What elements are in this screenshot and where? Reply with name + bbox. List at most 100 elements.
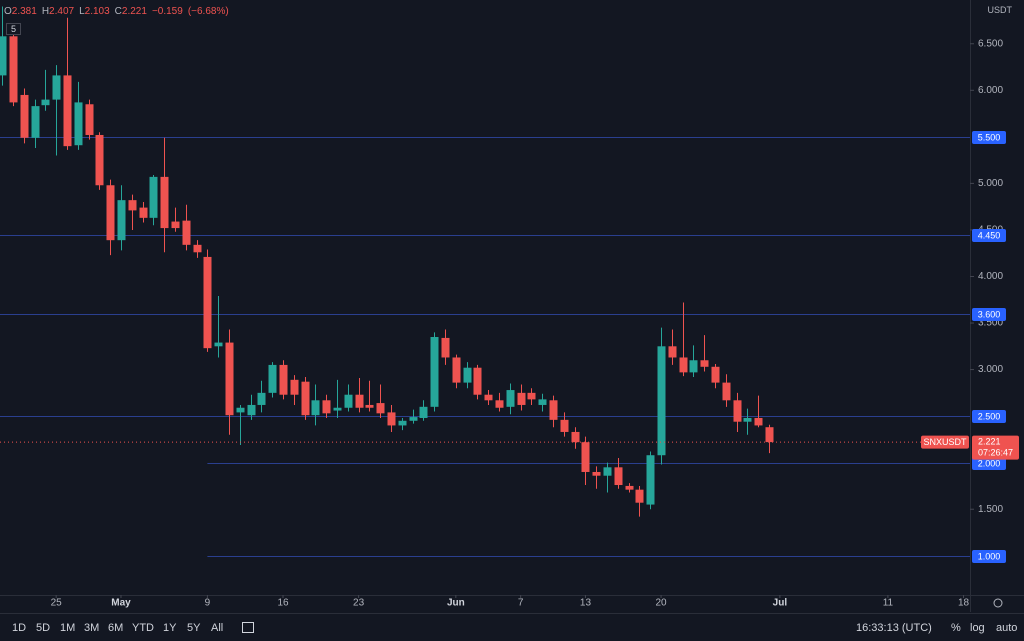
candle-body: [657, 346, 666, 456]
axis-option[interactable]: auto: [996, 622, 1018, 634]
candle-body: [0, 36, 7, 76]
range-button[interactable]: 1M: [60, 622, 76, 634]
candle-body: [85, 104, 94, 135]
x-tick-label: 7: [518, 598, 524, 609]
candle-body: [52, 75, 61, 100]
candle-body: [538, 399, 547, 405]
candle-body: [290, 379, 299, 395]
y-tick-label: 1.500: [978, 504, 1003, 515]
x-tick-label: 25: [51, 598, 63, 609]
candle-body: [473, 367, 482, 395]
candle-body: [646, 455, 655, 505]
candle-body: [301, 381, 310, 416]
candle-body: [128, 200, 137, 211]
x-tick-label: 18: [958, 598, 970, 609]
change-pct: (−6.68%): [187, 6, 229, 17]
settings-icon: [993, 598, 1003, 608]
candle-body: [614, 467, 623, 486]
axis-option[interactable]: %: [951, 622, 961, 634]
y-tick-label: 3.000: [978, 364, 1003, 375]
currency-selector[interactable]: USDT: [987, 5, 1013, 15]
range-button[interactable]: YTD: [132, 622, 154, 634]
clock: 16:33:13 (UTC): [856, 622, 932, 634]
x-tick-label: 20: [656, 598, 668, 609]
ohlc-key: C: [114, 6, 122, 17]
y-tick-label: 3.500: [978, 318, 1003, 329]
candle-body: [560, 419, 569, 432]
x-tick-label: 11: [883, 598, 894, 609]
candle-body: [441, 337, 450, 358]
candle-body: [495, 400, 504, 408]
candle-body: [517, 392, 526, 405]
candle-body: [355, 394, 364, 408]
candle-body: [463, 367, 472, 383]
ohlc-key: L: [79, 6, 85, 17]
level-badge: [972, 229, 1006, 242]
symbol-badge: [921, 435, 969, 449]
candle-body: [117, 200, 126, 241]
level-badge: [972, 457, 1006, 470]
candle-body: [571, 431, 580, 443]
candle-body: [193, 244, 202, 253]
level-badge: [972, 131, 1006, 144]
candle-body: [31, 106, 40, 138]
range-button[interactable]: 1Y: [163, 622, 177, 634]
candle-body: [603, 467, 612, 476]
ohlc-value: 2.381: [11, 6, 37, 17]
candle-body: [506, 390, 515, 407]
candle-body: [581, 442, 590, 472]
level-badge: [972, 550, 1006, 563]
candle-body: [95, 134, 104, 186]
candle-body: [398, 420, 407, 426]
candle-body: [279, 364, 288, 395]
candle-body: [527, 392, 536, 400]
candle-body: [160, 176, 169, 229]
candle-body: [668, 346, 677, 358]
candle-body: [754, 417, 763, 426]
range-button[interactable]: 1D: [12, 622, 27, 634]
candle-body: [733, 400, 742, 422]
candle-body: [409, 417, 418, 421]
indicator-badge[interactable]: 5: [6, 23, 22, 35]
range-button[interactable]: 5D: [36, 622, 51, 634]
x-tick-label: 16: [277, 598, 289, 609]
range-button[interactable]: 3M: [84, 622, 100, 634]
candle-body: [311, 400, 320, 416]
candle-body: [203, 256, 212, 349]
x-tick-label: Jul: [773, 598, 788, 609]
level-label: 3.600: [978, 309, 1001, 319]
candle-body: [452, 357, 461, 383]
candle-body: [635, 489, 644, 503]
level-badge: [972, 410, 1006, 423]
x-tick-label: May: [111, 598, 131, 609]
bottom-toolbar: 1D 5D 1M 3M 6M YTD 1Y 5Y All 16:33:13 (UTC)% log au…: [0, 613, 1024, 641]
candle-body: [430, 336, 439, 407]
y-tick-label: 6.500: [978, 38, 1003, 49]
symbol-label: SNXUSDT: [923, 437, 967, 447]
level-label: 1.000: [978, 551, 1001, 561]
last-price-label: 2.221: [978, 436, 1001, 446]
candle-body: [625, 485, 634, 490]
chart: 1.5003.0003.5004.0004.5005.0006.0006.500…: [0, 0, 1024, 612]
change: −0.159: [151, 6, 183, 17]
range-button[interactable]: 5Y: [187, 622, 201, 634]
axis-option[interactable]: log: [970, 622, 985, 634]
date-range-icon[interactable]: [242, 622, 254, 633]
candle-body: [711, 366, 720, 383]
range-button[interactable]: All: [211, 622, 224, 634]
candle-body: [171, 221, 180, 229]
candle-body: [139, 207, 148, 218]
candle-body: [765, 427, 774, 443]
candle-body: [41, 99, 50, 106]
ohlc-value: 2.221: [121, 6, 147, 17]
candle-body: [106, 185, 115, 241]
ohlc-key: O: [4, 6, 12, 17]
candle-body: [225, 342, 234, 416]
candle-body: [9, 36, 18, 103]
range-button[interactable]: 6M: [108, 622, 124, 634]
candle-body: [344, 394, 353, 408]
countdown: 07:26:47: [978, 447, 1013, 457]
candle-body: [322, 400, 331, 414]
candle-body: [679, 357, 688, 373]
